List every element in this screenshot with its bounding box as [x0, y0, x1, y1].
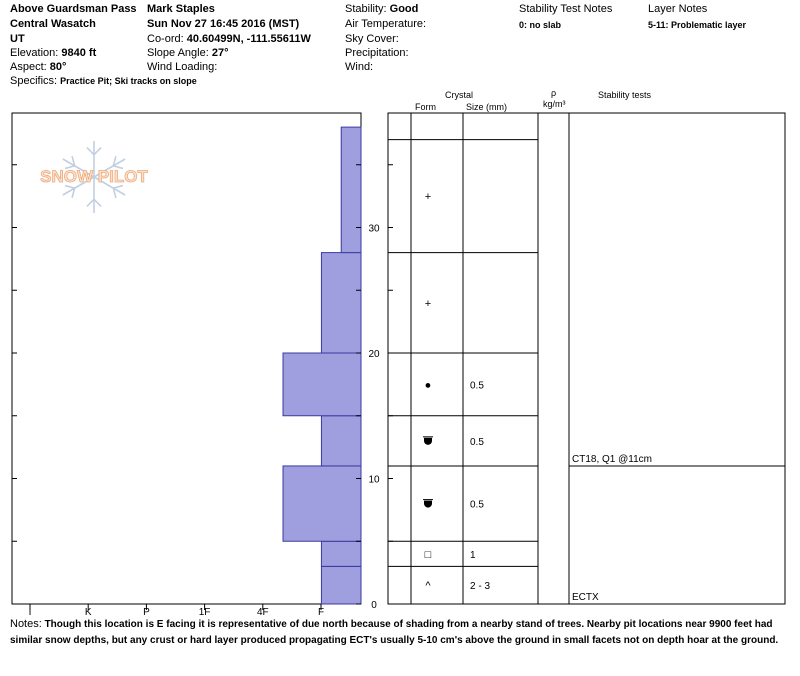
stability-tests-header: Stability tests: [598, 90, 652, 100]
aspect: Aspect: 80°: [10, 61, 66, 74]
coord-label: Co-ord:: [147, 33, 184, 45]
observer-name: Mark Staples: [147, 3, 215, 15]
notes-section: Notes: Though this location is E facing …: [10, 616, 800, 649]
density-unit-header: kg/m³: [543, 99, 566, 109]
precipitation-label: Precipitation:: [345, 47, 409, 59]
specifics: Specifics: Practice Pit; Ski tracks on s…: [10, 75, 197, 88]
hardness-tick-label: P: [143, 607, 150, 615]
grain-size-value: 0.5: [470, 380, 484, 391]
grain-form-symbol: +: [425, 191, 431, 203]
wind-loading-label: Wind Loading:: [147, 61, 218, 73]
snowflake-arm: [62, 158, 95, 178]
hardness-tick-label: 4F: [257, 607, 269, 615]
snowflake-arm: [93, 158, 126, 178]
grain-size-value: 2 - 3: [470, 581, 490, 592]
location-name: Above Guardsman Pass: [10, 3, 137, 15]
grain-size-value: 0.5: [470, 500, 484, 511]
sky-cover-label: Sky Cover:: [345, 33, 399, 45]
slope-value: 27°: [211, 47, 229, 59]
snowflake-icon: [62, 141, 126, 213]
hardness-layer-bar: [320, 415, 362, 467]
hardness-layer-bar: [282, 352, 362, 417]
wind-label: Wind:: [345, 61, 374, 73]
depth-tick-label: 30: [368, 224, 380, 235]
hardness-layer-bar: [320, 540, 362, 567]
specifics-label: Specifics:: [10, 75, 58, 87]
snowflake-branch: [112, 155, 117, 167]
hardness-layers: [282, 126, 362, 605]
grain-form-symbol: ●: [425, 379, 432, 391]
grain-form-symbol: +: [425, 298, 431, 310]
depth-tick-label: 0: [371, 600, 377, 611]
hardness-tick-label: I: [29, 607, 32, 615]
layer-notes-value: 5-11: Problematic layer: [648, 20, 747, 30]
snowflake-branch: [64, 165, 75, 170]
snowflake-arm: [62, 176, 95, 196]
hardness-tick-label: 1F: [199, 607, 211, 615]
stability-test-list: CT18, Q1 @11cm ECTX: [569, 454, 785, 603]
elevation-label: Elevation:: [10, 47, 59, 59]
stability-value: Good: [389, 3, 419, 15]
aspect-value: 80°: [49, 61, 67, 73]
snow-pit-chart: SNOW PILOT 0 10 20 30 I K P 1F 4F F ^ 2 - 3 □ 1 0.5 0…: [11, 112, 786, 615]
hardness-axis: I K P 1F 4F F: [29, 604, 324, 615]
crystal-table-frame: [387, 112, 786, 605]
coord-value: 40.60499N, -111.55611W: [186, 33, 311, 45]
coordinates: Co-ord: 40.60499N, -111.55611W: [147, 33, 311, 46]
snowflake-branch: [93, 147, 102, 156]
hardness-layer-bar: [340, 126, 362, 254]
snowpilot-watermark: SNOW PILOT: [40, 141, 149, 213]
crystal-rows: ^ 2 - 3 □ 1 0.5 0.5 ● 0.5 + +: [388, 139, 538, 592]
snowflake-branch: [112, 187, 117, 199]
grain-form-symbol: ^: [425, 580, 431, 592]
stability-test-result: ECTX: [572, 592, 599, 603]
hardness-tick-label: K: [85, 607, 92, 615]
stability: Stability: Good: [345, 3, 418, 16]
snowflake-branch: [113, 184, 124, 189]
stability-test-result: CT18, Q1 @11cm: [572, 454, 652, 465]
snowflake-branch: [71, 155, 76, 167]
elevation-value: 9840 ft: [61, 47, 97, 59]
depth-hoar-cup-icon: [424, 500, 432, 508]
depth-hoar-cup-icon: [424, 437, 432, 445]
snowflake-arm: [93, 176, 126, 196]
notes-text: Though this location is E facing it is r…: [10, 619, 779, 646]
size-header: Size (mm): [466, 102, 507, 112]
depth-tick-label: 20: [368, 349, 380, 360]
rho-header: ρ: [551, 88, 557, 98]
grain-form-symbol: □: [425, 549, 432, 561]
hardness-layer-bar: [282, 465, 362, 542]
snowflake-branch: [86, 198, 95, 207]
depth-tick-label: 10: [368, 475, 380, 486]
layer-notes-title: Layer Notes: [648, 3, 708, 15]
watermark-text: SNOW PILOT: [40, 167, 148, 186]
stability-notes-title: Stability Test Notes: [519, 3, 613, 15]
form-header: Form: [415, 102, 436, 112]
snowflake-branch: [113, 165, 124, 170]
specifics-value: Practice Pit; Ski tracks on slope: [60, 76, 197, 86]
hardness-layer-bar: [320, 252, 362, 354]
mountain-range: Central Wasatch: [10, 18, 96, 30]
snowflake-branch: [86, 147, 95, 156]
grain-size-value: 0.5: [470, 437, 484, 448]
stability-label: Stability:: [345, 3, 387, 15]
stability-notes-value: 0: no slab: [519, 20, 562, 30]
hardness-layer-bar: [320, 565, 362, 605]
crystal-header: Crystal: [445, 90, 474, 100]
slope-angle: Slope Angle: 27°: [147, 47, 228, 60]
elevation: Elevation: 9840 ft: [10, 47, 96, 60]
snowflake-branch: [64, 184, 75, 189]
slope-label: Slope Angle:: [147, 47, 209, 59]
aspect-label: Aspect:: [10, 61, 47, 73]
observation-datetime: Sun Nov 27 16:45 2016 (MST): [147, 18, 300, 30]
grain-size-value: 1: [470, 550, 476, 561]
snowflake-branch: [93, 198, 102, 207]
air-temperature-label: Air Temperature:: [345, 18, 427, 30]
depth-axis: 0 10 20 30: [12, 164, 393, 611]
hardness-tick-label: F: [318, 607, 324, 615]
state: UT: [10, 33, 25, 45]
snowflake-branch: [71, 187, 76, 199]
notes-label: Notes:: [10, 618, 42, 630]
